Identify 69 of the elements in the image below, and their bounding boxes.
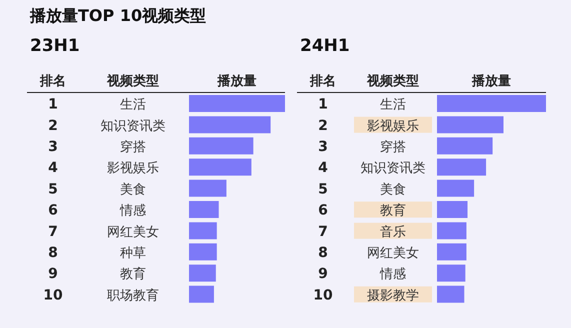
y-tick-label: 生活 <box>120 98 146 113</box>
bar <box>437 137 493 154</box>
chart-title: 播放量TOP 10视频类型 <box>30 6 206 27</box>
y-tick-label: 美食 <box>380 181 406 198</box>
text: 8 <box>318 245 328 261</box>
y-tick-label: 知识资讯类 <box>360 161 426 176</box>
bar <box>437 264 466 282</box>
y-tick-label: 知识资讯类 <box>100 118 166 134</box>
text: 7 <box>48 224 58 240</box>
text: 10 <box>313 287 333 304</box>
y-tick-label: 网红美女 <box>107 224 159 240</box>
bar <box>189 95 285 112</box>
text: 3 <box>318 139 328 155</box>
text: 6 <box>318 202 328 219</box>
y-tick-label: 穿搭 <box>380 140 406 155</box>
bar <box>437 95 546 112</box>
y-tick-label: 教育 <box>120 266 146 282</box>
bar <box>437 243 466 260</box>
text: 播放量 <box>216 73 258 90</box>
y-tick-label: 生活 <box>380 98 406 113</box>
bar <box>189 264 216 282</box>
bar <box>189 201 219 218</box>
bar <box>189 222 217 240</box>
y-tick-label: 种草 <box>120 246 146 261</box>
y-tick-label: 美食 <box>120 181 146 198</box>
bar <box>437 116 504 134</box>
text: 2 <box>318 118 328 134</box>
bar <box>437 286 464 303</box>
bar <box>437 158 486 176</box>
text: 5 <box>318 181 328 198</box>
text: 1 <box>318 96 328 113</box>
y-tick-label: 职场教育 <box>107 287 159 304</box>
text: 1 <box>48 96 58 113</box>
bar <box>189 243 217 260</box>
y-tick-label: 影视娱乐 <box>107 161 159 176</box>
y-tick-label: 音乐 <box>380 224 406 240</box>
bar <box>437 222 466 240</box>
text: 10 <box>43 287 63 304</box>
text: 7 <box>318 224 328 240</box>
text: 4 <box>48 160 58 176</box>
y-tick-label: 摄影教学 <box>367 288 419 304</box>
text: 播放量 <box>470 73 512 90</box>
text: 排名 <box>38 73 67 90</box>
y-tick-label: 教育 <box>380 202 406 219</box>
text: 视频类型 <box>106 73 160 90</box>
chart-subtitle: 23H1 <box>30 36 80 56</box>
chart-subtitle: 24H1 <box>300 36 350 56</box>
text: 8 <box>48 245 58 261</box>
text: 3 <box>48 139 58 155</box>
bar <box>189 137 254 154</box>
text: 4 <box>318 160 328 176</box>
text: 5 <box>48 181 58 198</box>
y-tick-label: 情感 <box>119 204 146 219</box>
bar <box>189 180 226 197</box>
bar <box>437 201 468 218</box>
text: 排名 <box>308 73 337 90</box>
bar <box>189 286 214 303</box>
text: 视频类型 <box>366 73 420 90</box>
y-tick-label: 情感 <box>379 267 406 282</box>
bar <box>189 158 252 176</box>
text: 2 <box>48 118 58 134</box>
text: 9 <box>318 266 328 282</box>
y-tick-label: 穿搭 <box>120 140 146 155</box>
bar <box>189 116 271 134</box>
text: 9 <box>48 266 58 282</box>
y-tick-label: 网红美女 <box>367 245 419 261</box>
y-tick-label: 影视娱乐 <box>367 118 419 134</box>
bar <box>437 180 474 197</box>
text: 6 <box>48 202 58 219</box>
